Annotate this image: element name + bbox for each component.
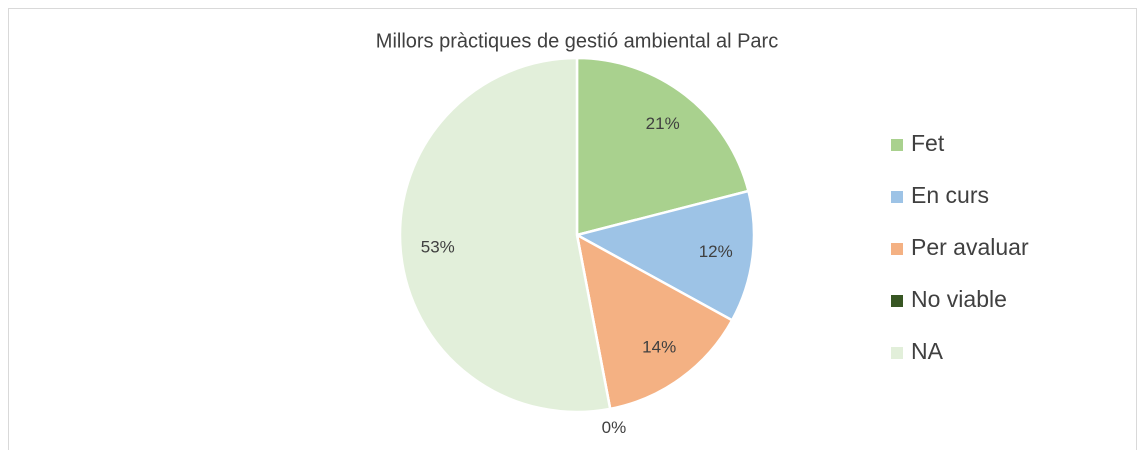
legend-swatch: [891, 295, 903, 307]
legend-label: NA: [911, 338, 944, 364]
chart-title: Millors pràctiques de gestió ambiental a…: [376, 30, 778, 52]
data-label: 53%: [421, 238, 455, 257]
legend-swatch: [891, 243, 903, 255]
pie-slice: [398, 56, 612, 414]
legend-label: Per avaluar: [911, 234, 1029, 260]
legend-label: En curs: [911, 182, 989, 208]
data-label: 12%: [699, 242, 733, 261]
legend-label: No viable: [911, 286, 1007, 312]
pie-slice: [575, 56, 750, 237]
legend-swatch: [891, 347, 903, 359]
data-label: 0%: [602, 418, 627, 437]
legend-swatch: [891, 191, 903, 203]
pie-slice: [573, 189, 756, 322]
legend-label: Fet: [911, 130, 945, 156]
legend-swatch: [891, 139, 903, 151]
data-label: 14%: [642, 338, 676, 357]
pie-slice: [575, 232, 734, 411]
data-label: 21%: [646, 114, 680, 133]
